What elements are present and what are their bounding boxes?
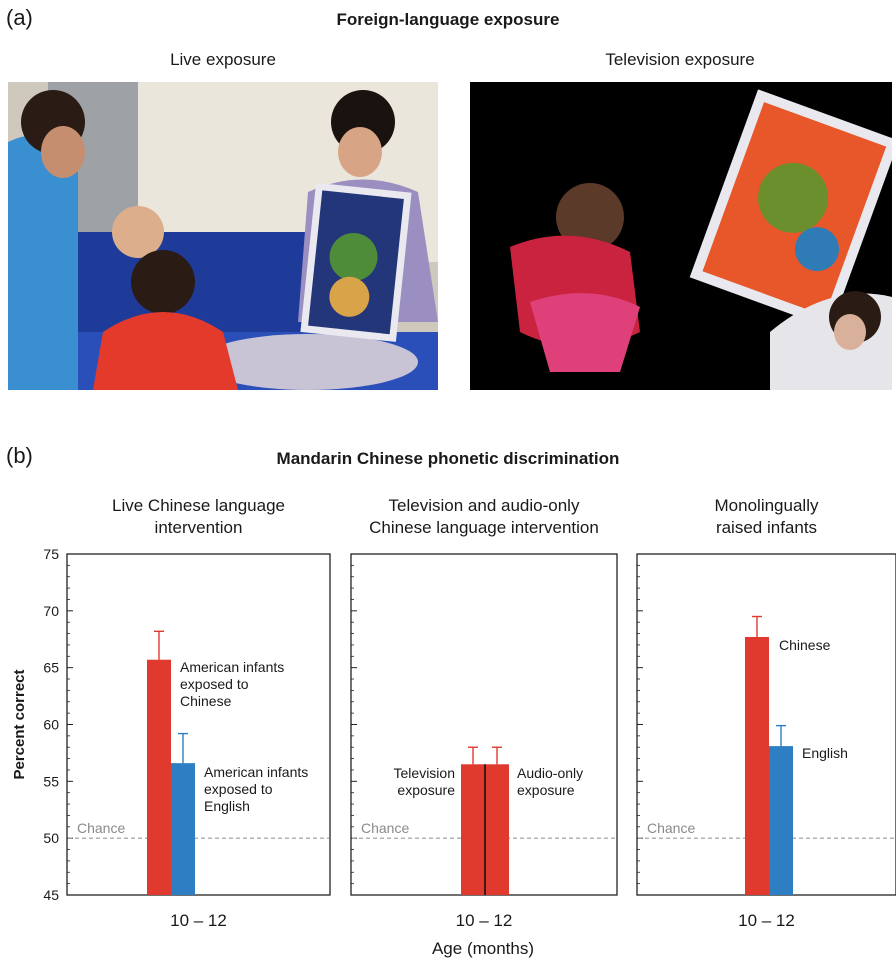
bar-first [745, 636, 769, 895]
x-tick-label: 10 – 12 [738, 911, 795, 930]
series-label-line: English [802, 745, 848, 761]
live-exposure-photo [8, 82, 438, 390]
subplot-title-line: Television and audio-only [389, 496, 580, 515]
tv-exposure-illustration [470, 82, 892, 390]
x-axis-label: Age (months) [432, 939, 534, 958]
panel-b-title: Mandarin Chinese phonetic discrimination [276, 449, 620, 468]
series-label-line: exposed to [204, 781, 273, 797]
y-tick-label: 65 [43, 660, 59, 676]
y-tick-label: 45 [43, 887, 59, 903]
chance-label: Chance [647, 820, 695, 836]
series-label-line: Television [394, 765, 455, 781]
subplot-title: Monolingually raised infants [715, 496, 819, 537]
subplot-title: Live Chinese language intervention [112, 496, 285, 537]
subplot-title-line: intervention [155, 518, 243, 537]
subplot-title-line: raised infants [716, 518, 817, 537]
y-tick-label: 60 [43, 717, 59, 733]
chance-label: Chance [361, 820, 409, 836]
photo-live-title: Live exposure [170, 50, 276, 69]
series-label-line: Chinese [180, 693, 232, 709]
series-label-television: Television exposure [394, 765, 456, 798]
series-label-line: exposed to [180, 676, 249, 692]
live-exposure-illustration [8, 82, 438, 390]
series-label-line: exposure [517, 782, 575, 798]
x-tick-label: 10 – 12 [456, 911, 513, 930]
bar-second [485, 764, 509, 895]
series-label-monolingual-english: English [802, 745, 848, 761]
series-label-line: Audio-only [517, 765, 583, 781]
panel-b-letter: (b) [6, 443, 33, 468]
bar-second [769, 746, 793, 895]
series-label-line: American infants [204, 764, 308, 780]
y-tick-label: 75 [43, 546, 59, 562]
series-label-line: exposure [397, 782, 455, 798]
bar-second [171, 763, 195, 895]
subplot-title-line: Monolingually [715, 496, 819, 515]
tv-exposure-photo [470, 82, 892, 390]
series-label-audio-only: Audio-only exposure [517, 765, 583, 798]
series-label-chinese: American infants exposed to Chinese [180, 659, 284, 709]
subplot-title-line: Chinese language intervention [369, 518, 599, 537]
photo-tv-title: Television exposure [605, 50, 755, 69]
panel-a-letter: (a) [6, 5, 33, 30]
subplot-title: Television and audio-only Chinese languag… [369, 496, 599, 537]
series-label-line: American infants [180, 659, 284, 675]
series-label-monolingual-chinese: Chinese [779, 637, 831, 653]
y-tick-label: 55 [43, 773, 59, 789]
subplot-title-line: Live Chinese language [112, 496, 285, 515]
chance-label: Chance [77, 820, 125, 836]
plot-frame [66, 553, 331, 896]
y-tick-label: 70 [43, 603, 59, 619]
bar-first [147, 659, 171, 895]
y-tick-label: 50 [43, 830, 59, 846]
y-axis-label: Percent correct [11, 669, 28, 779]
series-label-line: Chinese [779, 637, 831, 653]
panel-a-title: Foreign-language exposure [336, 10, 560, 29]
series-label-line: English [204, 798, 250, 814]
x-tick-label: 10 – 12 [170, 911, 227, 930]
bar-first [461, 764, 485, 895]
series-label-english: American infants exposed to English [204, 764, 308, 814]
